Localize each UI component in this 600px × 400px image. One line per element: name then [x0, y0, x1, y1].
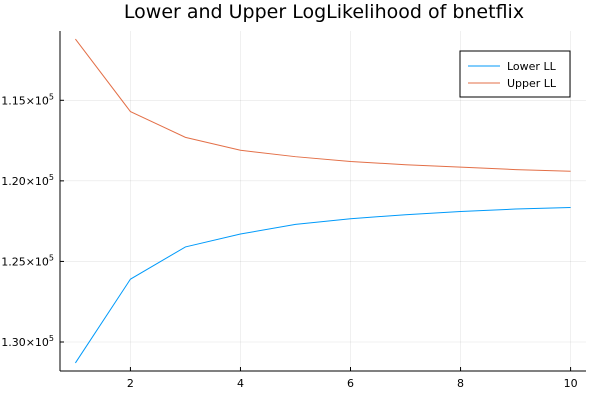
legend-box: [459, 50, 571, 98]
legend: Lower LL Upper LL: [459, 50, 571, 98]
y-tick-label: - 1.15×105: [0, 92, 54, 107]
x-tick-label: 6: [347, 377, 354, 390]
y-tick-label: - 1.25×105: [0, 253, 54, 268]
series-lines: [74, 38, 571, 364]
x-tick-label: 10: [564, 377, 578, 390]
x-tick-label: 2: [127, 377, 134, 390]
legend-label: Lower LL: [507, 60, 557, 73]
y-tick-label: - 1.30×105: [0, 334, 54, 349]
legend-label: Upper LL: [507, 77, 557, 90]
chart-title: Lower and Upper LogLikelihood of bnetfli…: [124, 1, 524, 23]
series-line-lower-ll: [74, 206, 571, 364]
grid-lines: [60, 31, 586, 371]
y-tick-label: - 1.20×105: [0, 173, 54, 188]
x-tick-label: 8: [457, 377, 464, 390]
axes: [59, 31, 586, 372]
y-axis-ticks: - 1.15×105 - 1.20×105 - 1.25×105 - 1.30×105: [0, 92, 64, 349]
series-line-upper-ll: [75, 38, 571, 172]
x-tick-label: 4: [237, 377, 244, 390]
x-axis-ticks: 2 4 6 8 10: [127, 367, 578, 390]
